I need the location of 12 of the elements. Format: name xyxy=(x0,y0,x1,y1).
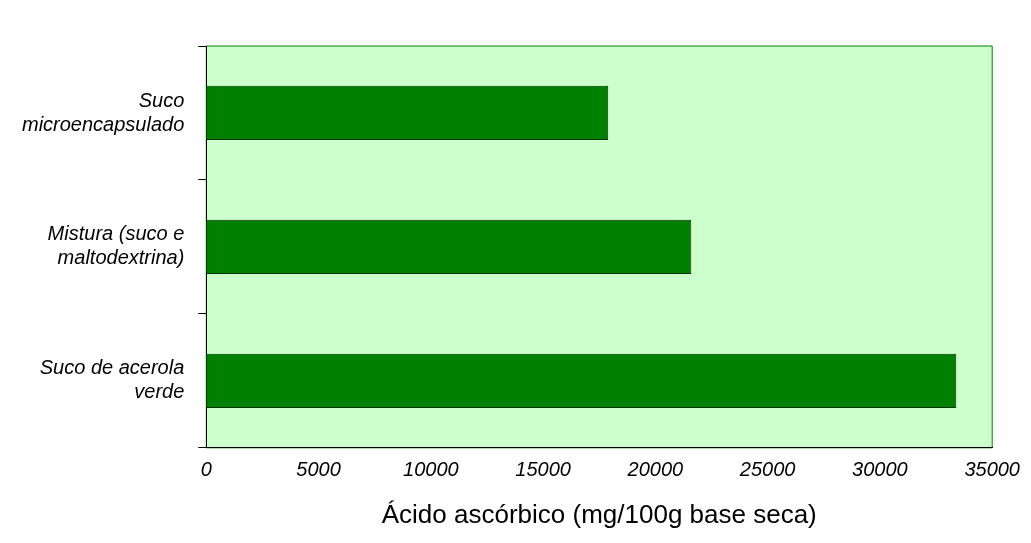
x-tick-label: 5000 xyxy=(296,458,341,481)
x-tick-label: 0 xyxy=(200,458,212,481)
x-tick-label: 30000 xyxy=(852,458,908,481)
y-tick-label: Suco microencapsulado xyxy=(21,88,185,135)
y-tick-label: Mistura (suco e maltodextrina) xyxy=(47,222,185,269)
x-tick-label: 10000 xyxy=(403,458,459,481)
y-tick-label: Suco de acerola verde xyxy=(39,356,185,403)
x-tick-label: 25000 xyxy=(738,458,796,481)
x-tick-label: 35000 xyxy=(964,458,1020,481)
x-tick-label: 20000 xyxy=(626,458,684,481)
x-axis-title: Ácido ascórbico (mg/100g base seca) xyxy=(381,498,817,529)
x-tick-label: 15000 xyxy=(515,458,571,481)
